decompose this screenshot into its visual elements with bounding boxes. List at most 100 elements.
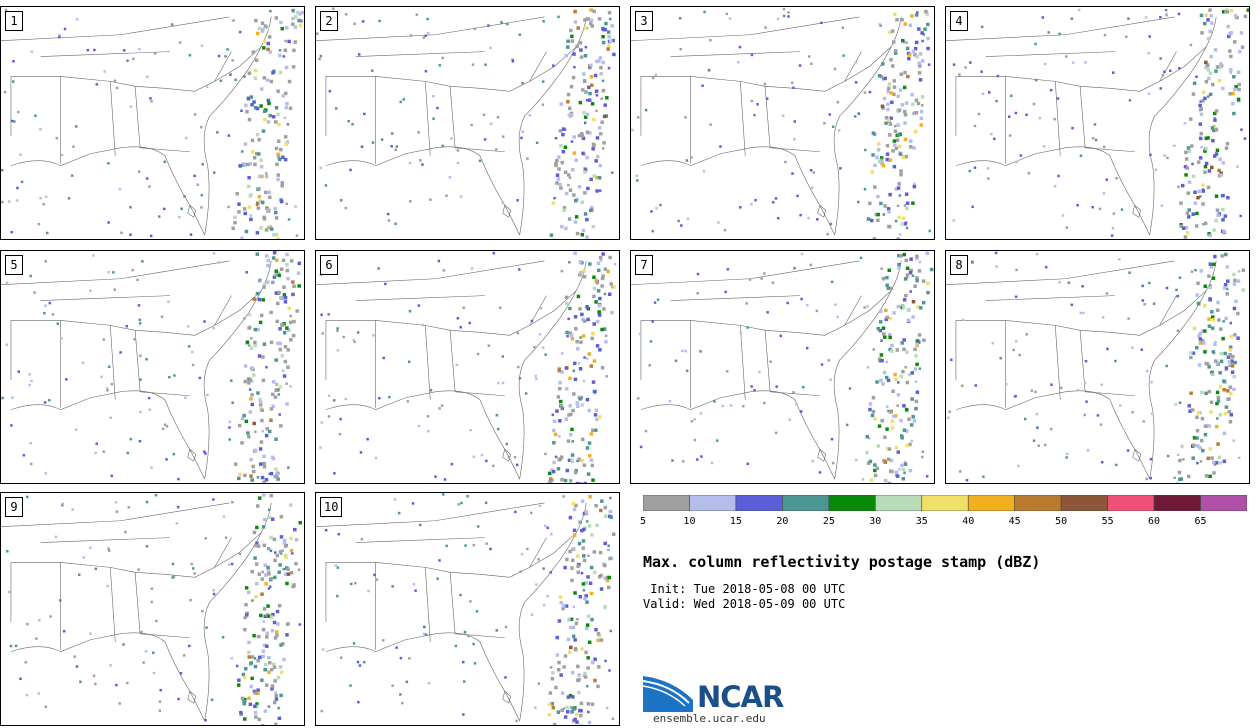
map-boundary [40,295,170,301]
member-panel-9[interactable]: 9 [0,492,305,726]
member-panel-3[interactable]: 3 [630,6,935,240]
echo-cell [380,138,384,141]
echo-cell [149,97,152,100]
echo-cell [1183,122,1187,125]
echo-cell [375,578,379,581]
echo-cell [1231,91,1235,96]
echo-cell [462,680,466,683]
echo-cell [1240,128,1243,131]
echo-cell [281,369,285,373]
echo-cell [904,101,909,105]
echo-cell [179,672,183,675]
echo-cell [289,259,294,263]
echo-cell [902,85,907,90]
echo-cell [684,349,687,353]
echo-cell [1192,443,1196,448]
echo-cell [267,101,271,106]
echo-cell [1192,436,1197,440]
echo-cell [501,355,505,358]
member-panel-5[interactable]: 5 [0,250,305,484]
map-boundary [355,537,485,543]
echo-cell [284,91,288,96]
echo-cell [422,632,426,636]
echo-cell [240,150,244,153]
echo-cell [248,702,253,707]
member-panel-10[interactable]: 10 [315,492,620,726]
echo-cell [275,633,279,638]
echo-cell [904,366,907,369]
map-boundary [1132,448,1142,462]
colorbar-swatch [1014,495,1062,511]
echo-cell [278,53,282,58]
echo-cell [820,21,823,25]
echo-cell [561,606,565,611]
member-panel-4[interactable]: 4 [945,6,1250,240]
echo-cell [352,642,356,645]
echo-cell [429,389,433,392]
member-panel-6[interactable]: 6 [315,250,620,484]
echo-cell [1203,96,1207,101]
echo-cell [1204,60,1208,65]
echo-cell [918,78,923,82]
echo-cell [1199,131,1204,136]
echo-cell [1210,126,1215,130]
echo-cell [888,133,892,137]
echo-cell [260,21,265,25]
echo-cell [578,307,582,311]
echo-cell [549,477,553,481]
map-boundary [1,502,230,528]
echo-cell [271,280,275,285]
map-boundary [1159,51,1177,82]
echo-cell [881,382,885,386]
echo-cell [1209,400,1214,404]
echo-cell [243,211,247,216]
echo-cell [764,26,767,29]
member-panel-1[interactable]: 1 [0,6,305,240]
echo-cell [570,670,575,675]
echo-cell [541,103,545,106]
echo-cell [554,136,558,140]
echo-cell [259,440,264,444]
echo-cell [896,304,901,309]
echo-cell [1008,134,1012,137]
echo-cell [1215,148,1220,153]
echo-cell [253,327,258,332]
echo-cell [911,102,915,107]
echo-cell [16,186,19,190]
echo-cell [274,388,278,392]
echo-cell [247,175,251,180]
echo-cell [763,272,766,275]
echo-cell [254,58,259,62]
echo-cell [273,558,277,563]
echo-cell [497,381,500,385]
echo-cell [588,208,593,213]
echo-cell [552,440,556,445]
echo-cell [1154,168,1158,172]
map-boundary [1148,16,1217,236]
echo-cell [282,331,287,335]
echo-cell [597,126,602,130]
colorbar-tick-label: 50 [1055,516,1068,527]
echo-cell [919,116,924,121]
echo-cell [144,650,148,653]
echo-cell [834,303,837,306]
echo-cell [964,66,967,69]
map-boundary [955,146,1150,236]
echo-cell [917,269,922,273]
echo-cell [1190,408,1195,412]
echo-cell [26,495,29,499]
echo-cell [603,103,607,107]
echo-cell [590,336,594,341]
echo-cell [334,107,338,110]
echo-cell [1225,287,1229,291]
member-panel-8[interactable]: 8 [945,250,1250,484]
echo-cell [468,321,471,325]
echo-cell [1118,258,1121,261]
echo-cell [279,535,284,539]
echo-cell [276,173,280,177]
echo-cell [1199,13,1204,18]
member-panel-2[interactable]: 2 [315,6,620,240]
member-panel-7[interactable]: 7 [630,250,935,484]
echo-cell [333,472,336,475]
echo-cell [879,74,884,79]
